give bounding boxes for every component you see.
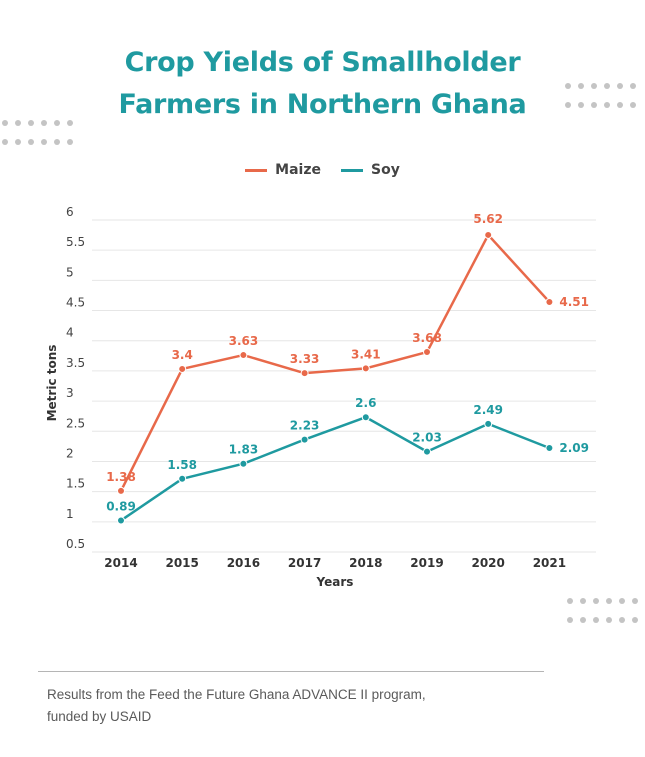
y-tick-label: 2.5 <box>66 416 85 430</box>
x-tick-label: 2015 <box>165 556 198 570</box>
footer-caption: Results from the Feed the Future Ghana A… <box>47 687 426 724</box>
x-tick-label: 2018 <box>349 556 382 570</box>
x-tick-label: 2016 <box>227 556 260 570</box>
legend-label-maize: Maize <box>275 162 321 178</box>
y-tick-label: 6 <box>66 205 74 219</box>
chart-title-line-2: Farmers in Northern Ghana <box>118 89 527 120</box>
data-point-maize <box>545 297 554 306</box>
chart-title: Crop Yields of Smallholder Farmers in No… <box>0 42 645 126</box>
data-point-maize <box>423 348 431 357</box>
data-label-maize: 3.63 <box>229 334 259 348</box>
data-point-soy <box>178 474 187 483</box>
data-label-maize: 1.38 <box>106 470 136 484</box>
x-tick-label: 2021 <box>533 556 566 570</box>
decorative-dots-top-right <box>565 83 636 108</box>
data-point-soy <box>545 444 554 453</box>
x-axis-title: Years <box>316 575 354 589</box>
data-point-soy <box>423 447 431 456</box>
series-line-soy <box>120 415 550 522</box>
data-label-soy: 1.58 <box>167 458 197 472</box>
data-label-soy: 2.23 <box>290 419 320 433</box>
data-label-soy: 2.09 <box>559 441 589 455</box>
data-point-maize <box>178 364 187 373</box>
series-line-maize <box>119 233 551 492</box>
y-tick-label: 3 <box>66 386 74 400</box>
footer-divider <box>38 671 544 672</box>
x-tick-label: 2019 <box>410 556 443 570</box>
legend-label-soy: Soy <box>371 162 400 178</box>
x-tick-label: 2014 <box>104 556 137 570</box>
y-axis-title: Metric tons <box>45 345 59 422</box>
y-tick-label: 4.5 <box>66 296 85 310</box>
data-label-maize: 3.41 <box>351 347 381 361</box>
data-label-soy: 0.89 <box>106 499 136 513</box>
legend-item-soy: Soy <box>341 162 400 178</box>
y-tick-label: 1 <box>66 507 74 521</box>
data-point-soy <box>117 516 125 525</box>
legend-item-maize: Maize <box>245 162 321 178</box>
data-label-maize: 3.33 <box>290 352 320 366</box>
data-point-soy <box>361 413 370 422</box>
data-point-maize <box>484 230 493 239</box>
data-label-soy: 2.49 <box>473 403 503 417</box>
data-label-maize: 4.51 <box>559 295 589 309</box>
chart-legend: Maize Soy <box>0 162 645 178</box>
data-point-maize <box>239 351 248 360</box>
legend-swatch-soy <box>341 168 363 172</box>
data-label-maize: 3.68 <box>412 331 442 345</box>
data-point-soy <box>300 435 309 444</box>
y-tick-label: 1.5 <box>66 477 85 491</box>
data-point-maize <box>117 486 125 495</box>
data-label-maize: 3.4 <box>172 348 193 362</box>
data-point-maize <box>300 369 309 378</box>
y-tick-label: 0.5 <box>66 537 85 551</box>
decorative-dots-bottom-right <box>567 598 638 623</box>
data-label-soy: 2.03 <box>412 431 442 445</box>
data-label-soy: 1.83 <box>229 443 259 457</box>
y-tick-label: 2 <box>66 446 74 460</box>
y-tick-label: 5.5 <box>66 235 85 249</box>
y-tick-label: 5 <box>66 265 74 279</box>
y-tick-label: 4 <box>66 326 74 340</box>
chart-title-line-1: Crop Yields of Smallholder <box>124 47 521 78</box>
data-point-maize <box>361 364 370 373</box>
x-tick-label: 2017 <box>288 556 321 570</box>
data-label-maize: 5.62 <box>473 212 503 226</box>
y-tick-label: 3.5 <box>66 356 85 370</box>
data-point-soy <box>484 419 493 428</box>
x-tick-label: 2020 <box>471 556 504 570</box>
data-label-soy: 2.6 <box>355 396 376 410</box>
decorative-dots-left <box>2 120 73 145</box>
legend-swatch-maize <box>245 168 268 172</box>
data-point-soy <box>239 459 248 468</box>
